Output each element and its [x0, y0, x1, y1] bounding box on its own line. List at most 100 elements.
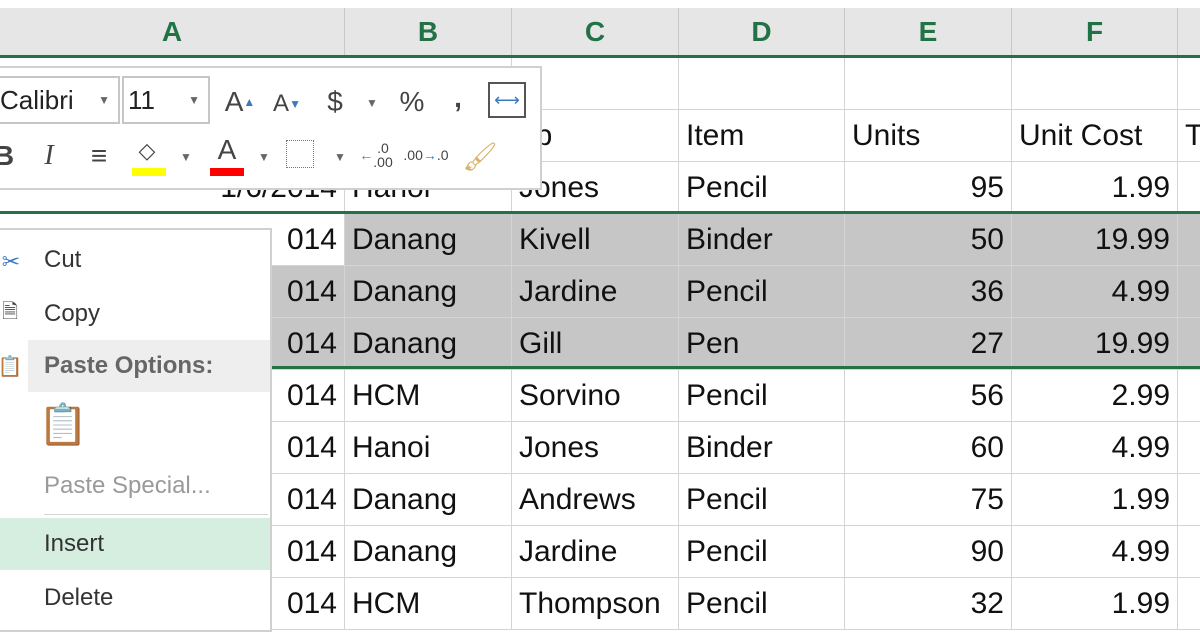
cell-total-header[interactable]: T [1178, 110, 1200, 162]
increase-font-size-icon[interactable]: A ▲ [224, 86, 256, 117]
menu-item-delete[interactable]: Delete [44, 584, 114, 611]
font-size-box[interactable]: 11 ▼ [122, 76, 210, 124]
cell-rep[interactable]: Kivell [512, 214, 679, 266]
cell-region[interactable]: Hanoi [345, 422, 512, 474]
cell[interactable] [1178, 526, 1200, 578]
cell-region[interactable]: HCM [345, 578, 512, 630]
center-align-icon[interactable]: ≡ [90, 140, 108, 171]
decrease-font-size-icon[interactable]: A ▼ [273, 90, 301, 117]
cell-units[interactable]: 36 [845, 266, 1012, 318]
cell-region[interactable]: Danang [345, 214, 512, 266]
cell-cost[interactable]: 1.99 [1012, 474, 1178, 526]
cell-cost[interactable]: 1.99 [1012, 578, 1178, 630]
cell-rep[interactable]: Jones [512, 422, 679, 474]
currency-icon[interactable]: $ [327, 86, 343, 117]
cell-cost[interactable]: 4.99 [1012, 526, 1178, 578]
chevron-down-icon[interactable]: ▼ [366, 96, 378, 110]
cell-item[interactable]: Pencil [679, 474, 845, 526]
cell-rep[interactable]: Gill [512, 318, 679, 370]
cell[interactable] [1178, 370, 1200, 422]
cell-date[interactable]: 014 [272, 318, 345, 370]
format-painter-icon[interactable]: 🖌 [462, 140, 498, 172]
cell-region[interactable]: Danang [345, 266, 512, 318]
chevron-down-icon[interactable]: ▼ [334, 150, 346, 164]
cell-units[interactable]: 75 [845, 474, 1012, 526]
cell-item[interactable]: Binder [679, 214, 845, 266]
cell-date[interactable]: 014 [272, 214, 345, 266]
cell-date[interactable]: 014 [272, 578, 345, 630]
cell-rep[interactable]: Jardine [512, 266, 679, 318]
cell-units[interactable]: 95 [845, 162, 1012, 214]
decrease-decimal-icon[interactable]: .00 → .0 [403, 147, 449, 163]
cell-item[interactable]: Pencil [679, 266, 845, 318]
cell-region[interactable]: HCM [345, 370, 512, 422]
cell-item[interactable]: Pen [679, 318, 845, 370]
cell[interactable] [1178, 214, 1200, 266]
borders-icon[interactable] [286, 140, 314, 168]
cell-item[interactable]: Pencil [679, 526, 845, 578]
cell-date[interactable]: 014 [272, 370, 345, 422]
column-header-b[interactable]: B [345, 8, 512, 56]
column-header-d[interactable]: D [679, 8, 845, 56]
column-header-f[interactable]: F [1012, 8, 1178, 56]
font-name-box[interactable]: Calibri ▼ [0, 76, 120, 124]
cell-item[interactable]: Pencil [679, 578, 845, 630]
cell-region[interactable]: Danang [345, 526, 512, 578]
column-header-g[interactable] [1178, 8, 1200, 56]
cell[interactable] [1178, 474, 1200, 526]
cell-date[interactable]: 014 [272, 266, 345, 318]
cell-cost[interactable]: 19.99 [1012, 214, 1178, 266]
cell-item[interactable]: Binder [679, 422, 845, 474]
chevron-down-icon[interactable]: ▼ [188, 93, 200, 107]
chevron-down-icon[interactable]: ▼ [258, 150, 270, 164]
cell-region[interactable]: Danang [345, 318, 512, 370]
chevron-down-icon[interactable]: ▼ [180, 150, 192, 164]
cell-date[interactable]: 014 [272, 526, 345, 578]
cell-rep[interactable]: Thompson [512, 578, 679, 630]
increase-decimal-icon[interactable]: ← .0.00 [359, 140, 393, 170]
italic-icon[interactable]: I [44, 140, 54, 171]
cell[interactable] [1178, 422, 1200, 474]
cell[interactable] [1178, 318, 1200, 370]
cell-cost[interactable]: 19.99 [1012, 318, 1178, 370]
percent-icon[interactable]: % [399, 86, 425, 117]
cell-cost[interactable]: 2.99 [1012, 370, 1178, 422]
menu-item-cut[interactable]: Cut [44, 246, 82, 273]
column-header-e[interactable]: E [845, 8, 1012, 56]
cell-units[interactable]: 50 [845, 214, 1012, 266]
cell-units[interactable]: 32 [845, 578, 1012, 630]
column-header-a[interactable]: A [0, 8, 345, 56]
font-color-swatch [210, 168, 244, 176]
cell-rep[interactable]: Sorvino [512, 370, 679, 422]
paste-clipboard-icon[interactable]: 📋 [38, 402, 88, 447]
menu-item-paste-special: Paste Special... [44, 472, 211, 499]
menu-item-insert[interactable]: Insert [0, 518, 270, 570]
cell-item[interactable]: Pencil [679, 370, 845, 422]
cell-cost[interactable]: 1.99 [1012, 162, 1178, 214]
cell-units-header[interactable]: Units [845, 110, 1012, 162]
menu-item-copy[interactable]: Copy [44, 300, 101, 327]
cell-units[interactable]: 60 [845, 422, 1012, 474]
cell-units[interactable]: 27 [845, 318, 1012, 370]
comma-style-icon[interactable]: , [454, 82, 462, 113]
cell-date[interactable]: 014 [272, 422, 345, 474]
merge-center-icon[interactable]: ⟷ [488, 82, 526, 118]
cell-units[interactable]: 56 [845, 370, 1012, 422]
chevron-down-icon[interactable]: ▼ [98, 93, 110, 107]
cell-unit-cost-header[interactable]: Unit Cost [1012, 110, 1178, 162]
font-color-icon[interactable]: A [217, 134, 237, 165]
cell[interactable] [1178, 578, 1200, 630]
cell-region[interactable]: Danang [345, 474, 512, 526]
cell-cost[interactable]: 4.99 [1012, 422, 1178, 474]
cell[interactable] [1178, 266, 1200, 318]
column-header-c[interactable]: C [512, 8, 679, 56]
cell-cost[interactable]: 4.99 [1012, 266, 1178, 318]
fill-color-icon[interactable]: ◇ [138, 138, 156, 163]
cell-rep[interactable]: Jardine [512, 526, 679, 578]
cell-rep[interactable]: Andrews [512, 474, 679, 526]
cell-item-header[interactable]: Item [679, 110, 845, 162]
bold-icon[interactable]: B [0, 140, 15, 171]
cell-date[interactable]: 014 [272, 474, 345, 526]
cell-item[interactable]: Pencil [679, 162, 845, 214]
cell-units[interactable]: 90 [845, 526, 1012, 578]
